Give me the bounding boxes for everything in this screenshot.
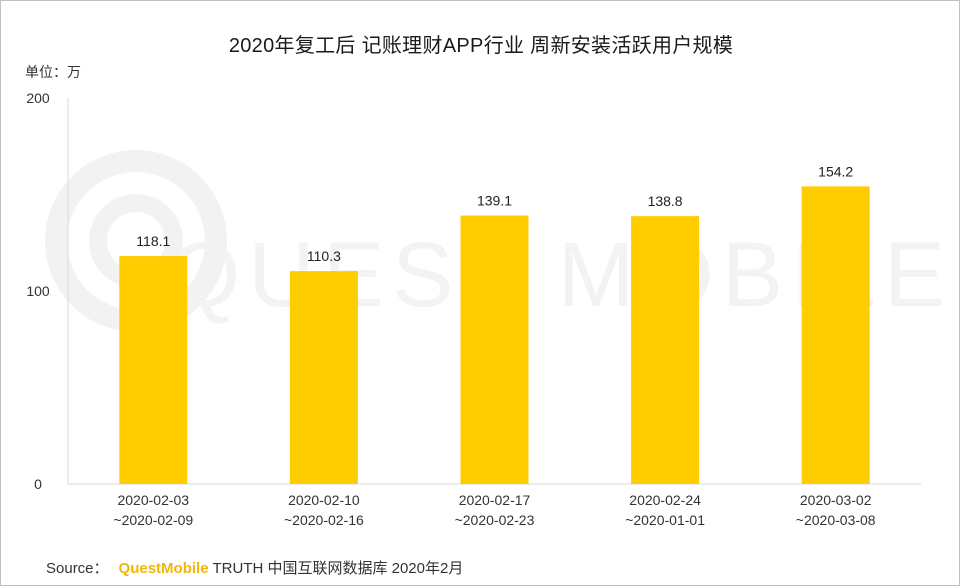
data-label: 110.3 [307,248,341,264]
x-tick-label: 2020-03-02 [800,492,872,508]
bar [631,216,700,484]
source-prefix: Source： [46,560,109,577]
data-label: 154.2 [818,163,853,179]
x-tick-label: ~2020-02-16 [284,512,364,528]
x-tick-label: ~2020-01-01 [625,512,705,528]
x-tick-label: 2020-02-10 [288,492,360,508]
y-tick-label: 100 [26,283,50,299]
data-label: 118.1 [136,233,170,249]
data-label: 139.1 [477,193,512,209]
source-brand: QuestMobile [118,560,209,577]
bar [460,215,529,485]
unit-label: 单位：万 [25,64,81,80]
bar [119,256,188,484]
x-tick-label: 2020-02-03 [117,492,189,508]
x-tick-label: ~2020-03-08 [796,512,876,528]
x-tick-label: ~2020-02-23 [455,512,535,528]
bar [801,186,870,485]
data-label: 138.8 [648,193,683,209]
bars [119,186,870,485]
y-tick-label: 200 [26,90,50,106]
labels: 0 100 200 118.1 2020-02-03 ~2020-02-09 110.3 20… [26,90,875,528]
y-tick-label: 0 [34,476,42,492]
chart-title: 2020年复工后 记账理财APP行业 周新安装活跃用户规模 [228,35,734,57]
bar [289,271,358,484]
source-text: TRUTH 中国互联网数据库 2020年2月 [212,560,464,577]
x-tick-label: 2020-02-24 [629,492,701,508]
x-tick-label: 2020-02-17 [459,492,531,508]
source-note: Source： QuestMobile TRUTH 中国互联网数据库 2020年2… [46,557,463,578]
x-tick-label: ~2020-02-09 [113,512,193,528]
